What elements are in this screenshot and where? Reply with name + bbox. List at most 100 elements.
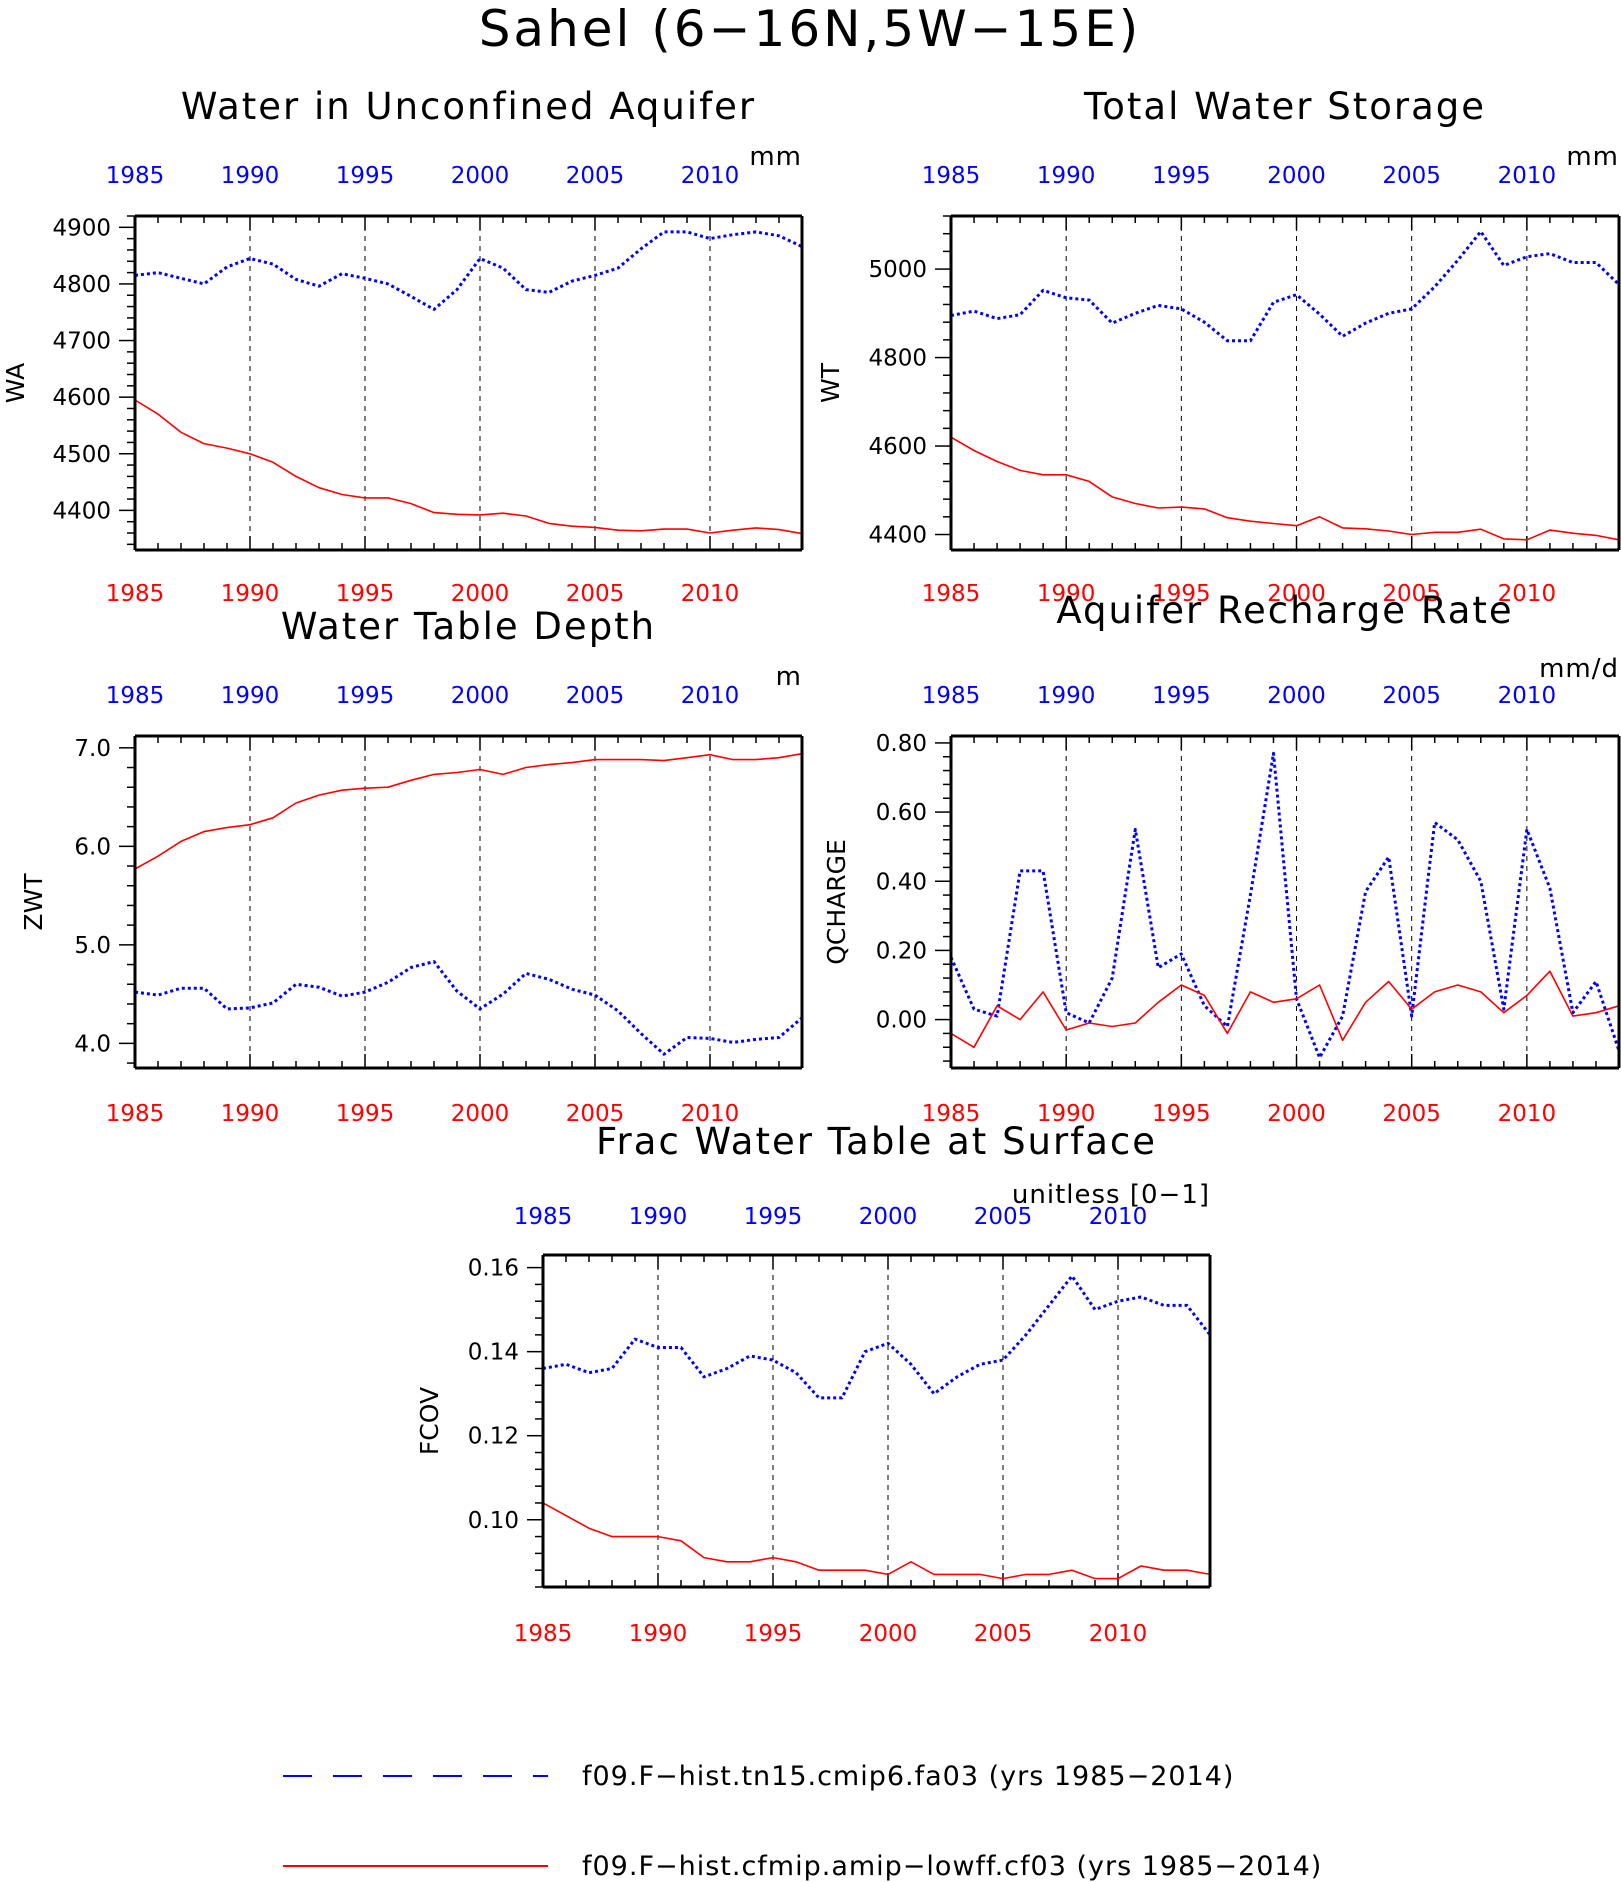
panel-title: Total Water Storage (1083, 85, 1486, 128)
x-tick-label-bottom: 1990 (221, 581, 280, 607)
x-tick-label-top: 2005 (974, 1204, 1033, 1230)
y-tick-label: 4600 (52, 385, 111, 411)
y-tick-label: 5000 (868, 257, 927, 283)
x-tick-label-top: 2010 (681, 163, 740, 189)
x-tick-label-bottom: 2010 (1498, 581, 1557, 607)
legend-label: f09.F−hist.cfmip.amip−lowff.cf03 (yrs 19… (582, 1851, 1322, 1882)
panel-title: Aquifer Recharge Rate (1056, 589, 1513, 632)
x-tick-label-top: 1995 (1152, 683, 1211, 709)
x-tick-label-top: 1985 (106, 163, 165, 189)
x-tick-label-top: 1990 (1037, 163, 1096, 189)
x-tick-label-top: 2005 (566, 683, 625, 709)
y-tick-label: 0.00 (876, 1008, 927, 1034)
x-tick-label-top: 1990 (629, 1204, 688, 1230)
x-tick-label-bottom: 1985 (106, 1101, 165, 1127)
x-tick-label-top: 2000 (451, 163, 510, 189)
y-tick-label: 0.10 (468, 1508, 519, 1534)
x-tick-label-bottom: 2010 (681, 581, 740, 607)
y-tick-label: 5.0 (74, 933, 111, 959)
x-tick-label-bottom: 1995 (1152, 581, 1211, 607)
unit-label: m (776, 662, 802, 692)
series-line-blue (134, 230, 803, 311)
x-tick-label-bottom: 2005 (1382, 1101, 1441, 1127)
series-line-red (950, 436, 1620, 541)
x-tick-label-top: 1995 (336, 163, 395, 189)
y-tick-label: 0.60 (876, 800, 927, 826)
x-tick-label-bottom: 1995 (1152, 1101, 1211, 1127)
unit-label: mm/d (1539, 654, 1619, 684)
y-tick-label: 0.14 (468, 1340, 519, 1366)
x-tick-label-top: 1990 (221, 163, 280, 189)
x-tick-label-bottom: 2000 (1267, 1101, 1326, 1127)
legend-label: f09.F−hist.tn15.cmip6.fa03 (yrs 1985−201… (582, 1761, 1234, 1792)
unit-label: mm (1566, 142, 1619, 172)
y-axis-label: WA (1, 363, 30, 403)
series-line-blue (542, 1274, 1212, 1400)
panels: Water in Unconfined Aquifer mm WA 1985 1985 1… (1, 85, 1621, 1647)
x-tick-label-bottom: 1985 (922, 581, 981, 607)
x-tick-label-bottom: 1995 (336, 1101, 395, 1127)
legend-entry: f09.F−hist.cfmip.amip−lowff.cf03 (yrs 19… (283, 1851, 1322, 1882)
x-tick-label-top: 2010 (1498, 163, 1557, 189)
x-tick-label-top: 2000 (1267, 683, 1326, 709)
x-tick-label-bottom: 1985 (106, 581, 165, 607)
x-tick-label-bottom: 2005 (566, 581, 625, 607)
unit-label: mm (749, 142, 802, 172)
y-tick-label: 4800 (52, 272, 111, 298)
main-title: Sahel (6−16N,5W−15E) (479, 0, 1142, 58)
y-tick-label: 4400 (868, 523, 927, 549)
x-tick-label-top: 2000 (451, 683, 510, 709)
panel-title: Water Table Depth (281, 605, 656, 648)
x-tick-label-top: 1995 (744, 1204, 803, 1230)
x-tick-label-bottom: 1990 (221, 1101, 280, 1127)
y-axis-label: WT (816, 362, 845, 403)
y-tick-label: 6.0 (74, 834, 111, 860)
y-tick-label: 4500 (52, 442, 111, 468)
series-line-red (134, 399, 803, 535)
x-tick-label-top: 1990 (221, 683, 280, 709)
y-tick-label: 4800 (868, 346, 927, 372)
series-line-blue (950, 230, 1621, 343)
y-tick-label: 4.0 (74, 1031, 111, 1057)
legend: f09.F−hist.tn15.cmip6.fa03 (yrs 1985−201… (283, 1761, 1322, 1882)
y-tick-label: 4900 (52, 215, 111, 241)
y-tick-label: 7.0 (74, 736, 111, 762)
x-tick-label-bottom: 2005 (566, 1101, 625, 1127)
y-tick-label: 0.20 (876, 938, 927, 964)
series-line-red (134, 752, 803, 870)
y-axis-label: ZWT (19, 873, 48, 931)
x-tick-label-bottom: 2000 (451, 1101, 510, 1127)
unit-label: unitless [0−1] (1012, 1180, 1210, 1210)
y-tick-label: 0.80 (876, 731, 927, 757)
y-tick-label: 0.12 (468, 1424, 519, 1450)
x-tick-label-top: 2000 (1267, 163, 1326, 189)
x-tick-label-bottom: 1990 (1037, 581, 1096, 607)
x-tick-label-top: 1990 (1037, 683, 1096, 709)
x-tick-label-top: 2005 (1382, 683, 1441, 709)
x-tick-label-top: 1985 (514, 1204, 573, 1230)
x-tick-label-top: 1985 (922, 683, 981, 709)
x-tick-label-top: 2005 (1382, 163, 1441, 189)
x-tick-label-top: 2010 (1089, 1204, 1148, 1230)
x-tick-label-top: 1995 (1152, 163, 1211, 189)
series-line-red (950, 970, 1620, 1049)
x-tick-label-bottom: 1985 (514, 1621, 573, 1647)
series-line-red (542, 1502, 1211, 1580)
x-tick-label-bottom: 2005 (974, 1621, 1033, 1647)
x-tick-label-top: 1985 (922, 163, 981, 189)
x-tick-label-bottom: 1990 (629, 1621, 688, 1647)
panel-1: Water in Unconfined Aquifer mm WA 1985 1985 1… (1, 85, 804, 607)
series-line-blue (949, 751, 1621, 1060)
legend-entry: f09.F−hist.tn15.cmip6.fa03 (yrs 1985−201… (283, 1761, 1234, 1792)
y-tick-label: 4700 (52, 329, 111, 355)
x-tick-label-bottom: 1995 (744, 1621, 803, 1647)
x-tick-label-top: 1985 (106, 683, 165, 709)
panel-3: Water Table Depth m ZWT 1985 1985 1990 1990 199… (19, 605, 804, 1127)
series-line-blue (134, 960, 803, 1056)
x-tick-label-bottom: 2005 (1382, 581, 1441, 607)
y-tick-label: 0.16 (468, 1256, 519, 1282)
x-tick-label-bottom: 2010 (1089, 1621, 1148, 1647)
panel-title: Water in Unconfined Aquifer (181, 85, 756, 128)
x-tick-label-bottom: 1990 (1037, 1101, 1096, 1127)
